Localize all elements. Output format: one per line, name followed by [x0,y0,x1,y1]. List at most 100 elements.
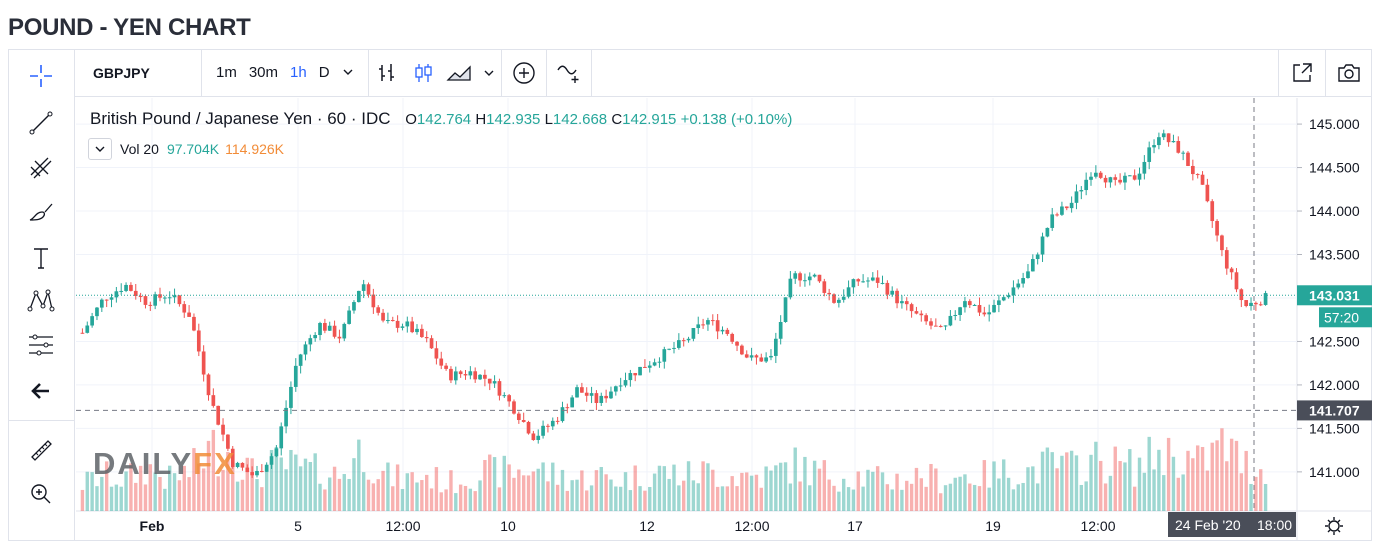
y-tick-label: 141.000 [1309,464,1360,480]
candle-body [259,470,264,472]
candle-body [919,313,924,316]
trend-line-icon[interactable] [24,106,58,140]
volume-bar [934,468,938,511]
volume-bar [880,472,885,511]
volume-bar [900,489,904,511]
symbol-search[interactable]: GBPJPY [93,64,150,81]
candle-body [851,279,856,288]
volume-bar [924,486,928,511]
ruler-icon[interactable] [24,433,58,467]
back-arrow-icon[interactable] [24,374,58,408]
prediction-icon[interactable] [24,328,58,362]
candle-body [303,344,308,355]
candle-body [1166,133,1171,143]
candle-body [749,355,754,358]
candle-body [807,276,812,281]
candle-body [628,373,633,381]
candle-body [900,301,904,304]
candle-body [458,371,463,375]
volume-bar [521,475,526,511]
volume-bar [138,465,143,511]
pattern-icon[interactable] [24,284,58,318]
volume-bar [662,466,666,511]
countdown-label: 57:20 [1324,309,1359,325]
volume-bar [914,467,919,511]
bar-chart-icon[interactable] [369,49,405,97]
volume-bar [1254,476,1258,511]
timeframe-menu-chevron-down-icon[interactable] [336,64,360,81]
compare-icon[interactable] [547,49,591,97]
candle-body [1089,176,1093,180]
volume-bar [512,477,516,511]
candle-body [1239,289,1244,301]
timeframe-1m[interactable]: 1m [216,64,237,81]
volume-bar [1147,436,1151,511]
candle-body [264,464,269,472]
candle-body [1127,175,1132,177]
pitchfork-icon[interactable] [24,151,58,185]
volume-bar [420,480,424,511]
text-icon[interactable] [24,241,58,275]
candle-body [541,425,545,436]
candle-body [1011,287,1016,296]
candle-body [1195,174,1200,176]
candle-body [880,282,885,284]
candle-body [1258,304,1263,306]
candle-body [822,281,827,293]
area-chart-icon[interactable] [441,49,477,97]
volume-bar [1191,458,1195,511]
add-indicator-icon[interactable] [502,49,546,97]
candle-body [468,371,473,376]
volume-bar [837,491,841,511]
settings-gear-icon[interactable] [1325,517,1343,535]
candle-body [356,290,361,303]
candle-body [613,386,618,392]
camera-icon[interactable] [1326,49,1372,97]
candle-body [235,462,240,467]
candle-body [1210,201,1215,222]
chart-type-chevron-down-icon[interactable] [477,49,501,97]
volume-bar [1089,454,1093,511]
x-tick-label: 12:00 [1080,518,1115,534]
volume-bar [172,473,177,511]
candle-body [715,320,720,332]
last-price-badge [1297,285,1372,306]
timeframe-30m[interactable]: 30m [248,64,279,81]
volume-bar [745,472,749,511]
timeframe-d[interactable]: D [318,64,330,81]
volume-label: Vol 20 [120,141,159,157]
volume-bar [386,462,390,511]
volume-bar [604,474,608,511]
zoom-in-icon[interactable] [24,477,58,511]
brush-icon[interactable] [24,196,58,230]
candle-body [526,421,531,434]
collapse-legend-chevron-down-icon[interactable] [88,138,112,160]
candle-body [575,387,579,398]
volume-bar [507,464,511,511]
volume-bar [589,485,594,511]
volume-bar [677,485,681,511]
timeframe-1h[interactable]: 1h [290,64,307,81]
crosshair-icon[interactable] [24,59,58,93]
candles-icon[interactable] [405,49,441,97]
volume-bar [400,489,405,511]
volume-bar [958,476,962,511]
open-new-window-icon[interactable] [1279,49,1325,97]
candle-body [832,294,836,303]
candle-body [347,310,351,324]
volume-bar [1069,450,1074,511]
candle-body [230,448,235,467]
candle-body [730,333,735,342]
volume-bar [1176,477,1180,511]
candle-body [95,307,99,317]
volume-bar [997,478,1001,511]
volume-bar [168,465,172,511]
candle-body [1205,184,1210,202]
x-tick-label: 19 [985,518,1001,534]
volume-bar [328,477,332,511]
candle-body [837,299,841,303]
candle-body [342,323,347,339]
candle-body [560,407,565,422]
y-tick-label: 142.500 [1309,333,1360,349]
